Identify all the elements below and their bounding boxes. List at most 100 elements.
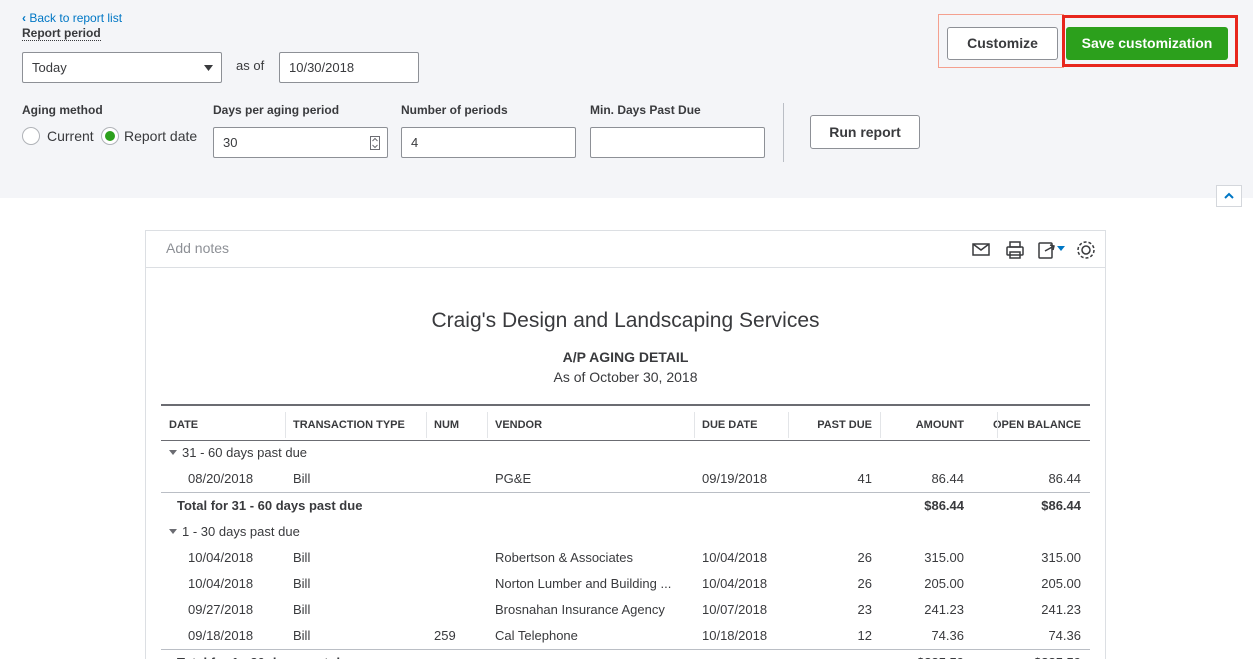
aging-method-label: Aging method <box>22 103 103 117</box>
table-cell: Bill <box>293 471 311 486</box>
group-label: 1 - 30 days past due <box>182 524 300 539</box>
column-header: PAST DUE <box>817 419 872 431</box>
table-cell: 26 <box>857 550 872 565</box>
table-cell: Cal Telephone <box>495 628 578 643</box>
table-cell: 259 <box>434 628 456 643</box>
total-rule <box>161 649 1090 650</box>
notes-divider <box>146 267 1105 268</box>
run-report-button[interactable]: Run report <box>810 115 920 149</box>
back-link[interactable]: ‹ Back to report list <box>22 11 123 25</box>
table-cell: 74.36 <box>931 628 964 643</box>
divider <box>783 103 784 162</box>
table-cell <box>434 601 484 619</box>
table-cell: Norton Lumber and Building ... <box>495 576 672 591</box>
table-cell: 241.23 <box>1041 602 1081 617</box>
group-toggle <box>169 529 177 534</box>
table-cell: 41 <box>857 471 872 486</box>
total-open-balance: $835.59 <box>981 654 1081 659</box>
group-toggle <box>169 450 177 455</box>
radio-report-date[interactable] <box>101 127 119 145</box>
email-icon[interactable] <box>972 243 990 256</box>
table-cell: PG&E <box>495 471 532 486</box>
total-amount: $835.59 <box>884 654 964 659</box>
export-icon[interactable] <box>1038 242 1053 259</box>
total-amount: $86.44 <box>924 498 964 513</box>
periods-value: 4 <box>411 135 419 150</box>
table-cell: 09/19/2018 <box>702 471 768 486</box>
report-card <box>145 230 1106 659</box>
table-cell: Robertson & Associates <box>495 550 634 565</box>
column-separator <box>880 412 881 438</box>
radio-current-label[interactable]: Current <box>47 128 94 144</box>
chevron-up <box>1224 192 1234 199</box>
column-header: AMOUNT <box>915 419 964 431</box>
table-cell: 09/27/2018 <box>188 602 254 617</box>
column-separator <box>285 412 286 438</box>
table-cell: 74.36 <box>1048 628 1081 643</box>
min-days-input[interactable] <box>590 127 765 158</box>
table-cell <box>434 575 484 593</box>
spinner-icon <box>370 136 380 150</box>
total-rule <box>161 492 1090 493</box>
days-value: 30 <box>223 135 238 150</box>
column-header: NUM <box>434 419 460 431</box>
report-subtitle: As of October 30, 2018 <box>553 369 698 385</box>
back-link-text[interactable]: Back to report list <box>29 11 123 25</box>
column-separator <box>997 412 998 438</box>
collapse-button[interactable] <box>1216 185 1242 207</box>
table-cell: 315.00 <box>1041 550 1081 565</box>
table-cell: Bill <box>293 602 311 617</box>
column-header: DATE <box>169 419 199 431</box>
table-cell: Bill <box>293 576 311 591</box>
table-cell: 23 <box>857 602 872 617</box>
group-label: 31 - 60 days past due <box>182 445 308 460</box>
table-header-rule <box>161 440 1090 441</box>
table-cell: 205.00 <box>924 576 964 591</box>
days-label: Days per aging period <box>213 103 340 117</box>
save-customization-button[interactable]: Save customization <box>1066 27 1228 60</box>
table-cell: 10/04/2018 <box>702 576 768 591</box>
column-header: DUE DATE <box>702 419 758 431</box>
periods-input[interactable]: 4 <box>401 127 576 158</box>
column-header: OPEN BALANCE <box>992 419 1081 431</box>
toolbar-icons <box>972 241 1095 259</box>
add-notes[interactable]: Add notes <box>166 240 230 256</box>
customize-button[interactable]: Customize <box>947 27 1058 60</box>
column-separator <box>426 412 427 438</box>
table-cell <box>434 470 484 488</box>
table-cell: Brosnahan Insurance Agency <box>495 602 665 617</box>
table-cell: 86.44 <box>1048 471 1081 486</box>
table-cell: 86.44 <box>931 471 964 486</box>
settings-icon[interactable] <box>1081 245 1091 255</box>
table-cell: 10/04/2018 <box>188 576 254 591</box>
table-cell: 10/04/2018 <box>702 550 768 565</box>
total-label: Total for 1 - 30 days past due <box>177 654 355 659</box>
column-separator <box>487 412 488 438</box>
radio-report-date-label[interactable]: Report date <box>124 128 198 144</box>
table-cell: 10/18/2018 <box>702 628 768 643</box>
table-top-rule <box>161 404 1090 406</box>
table-cell: 12 <box>857 628 872 643</box>
days-input[interactable]: 30 <box>213 127 388 158</box>
table-cell: 10/04/2018 <box>188 550 254 565</box>
column-header: VENDOR <box>495 419 543 431</box>
min-days-label: Min. Days Past Due <box>590 103 701 117</box>
table-cell: 241.23 <box>924 602 964 617</box>
report-period-label: Report period <box>22 26 101 41</box>
as-of-input[interactable]: 10/30/2018 <box>279 52 419 83</box>
table-cell: 09/18/2018 <box>188 628 254 643</box>
total-open-balance: $86.44 <box>1041 498 1081 513</box>
table-cell: 315.00 <box>924 550 964 565</box>
as-of-value: 10/30/2018 <box>289 60 355 75</box>
radio-current[interactable] <box>22 127 40 145</box>
period-select[interactable]: Today <box>22 52 222 83</box>
table-cell: 26 <box>857 576 872 591</box>
total-label: Total for 31 - 60 days past due <box>177 498 363 513</box>
column-header: TRANSACTION TYPE <box>293 419 405 431</box>
as-of-label: as of <box>236 58 265 73</box>
report-title: A/P AGING DETAIL <box>562 349 689 365</box>
dropdown-arrow <box>204 65 213 71</box>
table-cell: 10/07/2018 <box>702 602 768 617</box>
table-cell: 205.00 <box>1041 576 1081 591</box>
